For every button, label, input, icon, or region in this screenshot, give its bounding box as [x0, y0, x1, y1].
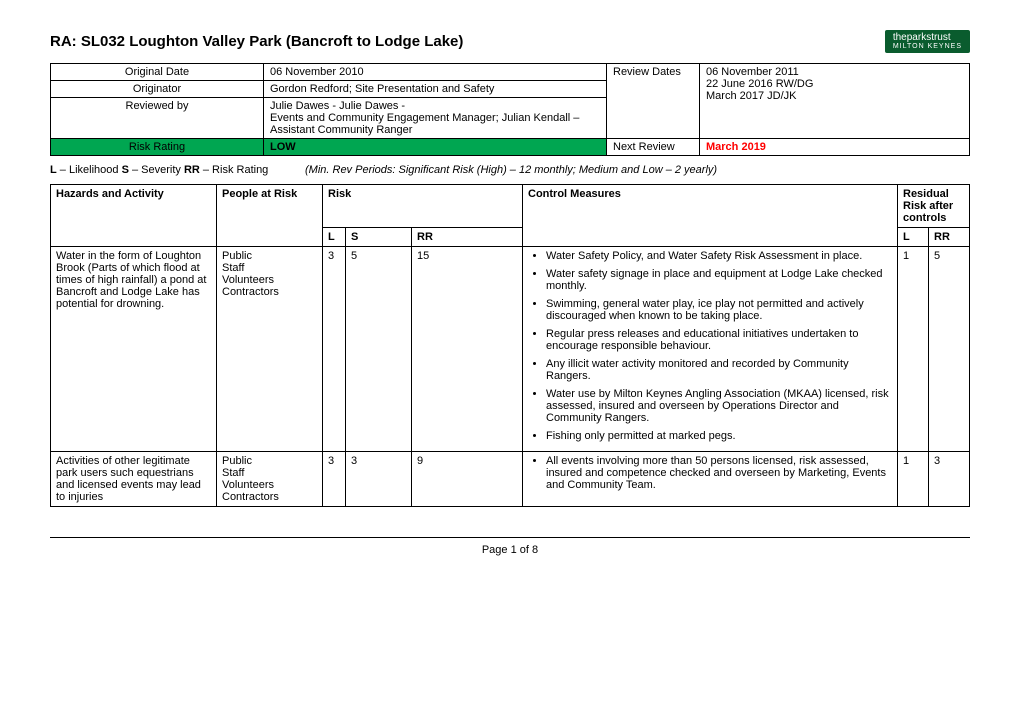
table-row: Water in the form of Loughton Brook (Par… — [51, 246, 970, 451]
cell-hazard: Activities of other legitimate park user… — [51, 451, 217, 506]
control-item: Regular press releases and educational i… — [546, 328, 892, 352]
control-item: Water use by Milton Keynes Angling Assoc… — [546, 388, 892, 424]
people-item: Public — [222, 250, 317, 262]
footer-divider — [50, 537, 970, 538]
meta-value: 06 November 2010 — [264, 63, 607, 80]
review-dates-label: Review Dates — [607, 63, 700, 138]
meta-value: Gordon Redford; Site Presentation and Sa… — [264, 80, 607, 97]
hazards-table: Hazards and Activity People at Risk Risk… — [50, 184, 970, 507]
cell-rRR: 3 — [929, 451, 970, 506]
cell-S: 3 — [346, 451, 412, 506]
th-rL: L — [898, 227, 929, 246]
people-item: Volunteers — [222, 274, 317, 286]
th-risk: Risk — [323, 184, 523, 227]
legend-text: – Severity — [129, 164, 184, 176]
th-people: People at Risk — [217, 184, 323, 246]
people-item: Staff — [222, 262, 317, 274]
control-item: Swimming, general water play, ice play n… — [546, 298, 892, 322]
th-control: Control Measures — [523, 184, 898, 246]
cell-RR: 15 — [412, 246, 523, 451]
people-item: Contractors — [222, 286, 317, 298]
cell-rL: 1 — [898, 246, 929, 451]
page-title: RA: SL032 Loughton Valley Park (Bancroft… — [50, 33, 463, 50]
control-item: Fishing only permitted at marked pegs. — [546, 430, 892, 442]
meta-label: Original Date — [51, 63, 264, 80]
logo-main: theparkstrust — [893, 32, 962, 43]
page-number: Page 1 of 8 — [50, 544, 970, 556]
people-item: Volunteers — [222, 479, 317, 491]
control-item: Water safety signage in place and equipm… — [546, 268, 892, 292]
cell-people: PublicStaffVolunteersContractors — [217, 246, 323, 451]
cell-rL: 1 — [898, 451, 929, 506]
cell-RR: 9 — [412, 451, 523, 506]
th-RR: RR — [412, 227, 523, 246]
legend-periods: (Min. Rev Periods: Significant Risk (Hig… — [305, 164, 717, 176]
meta-label: Reviewed by — [51, 97, 264, 138]
cell-S: 5 — [346, 246, 412, 451]
page-of: of — [517, 544, 532, 556]
th-rRR: RR — [929, 227, 970, 246]
cell-controls: Water Safety Policy, and Water Safety Ri… — [523, 246, 898, 451]
legend-row: L – Likelihood S – Severity RR – Risk Ra… — [50, 164, 970, 176]
th-hazard: Hazards and Activity — [51, 184, 217, 246]
th-S: S — [346, 227, 412, 246]
risk-rating-value: LOW — [264, 138, 607, 155]
legend-s: S — [122, 164, 129, 176]
cell-controls: All events involving more than 50 person… — [523, 451, 898, 506]
legend-text: – Likelihood — [57, 164, 122, 176]
control-item: All events involving more than 50 person… — [546, 455, 892, 491]
meta-label: Originator — [51, 80, 264, 97]
risk-rating-label: Risk Rating — [51, 138, 264, 155]
cell-rRR: 5 — [929, 246, 970, 451]
logo: theparkstrust MILTON KEYNES — [885, 30, 970, 53]
meta-value: Julie Dawes - Julie Dawes - Events and C… — [264, 97, 607, 138]
th-residual: Residual Risk after controls — [898, 184, 970, 227]
logo-sub: MILTON KEYNES — [893, 43, 962, 51]
control-item: Any illicit water activity monitored and… — [546, 358, 892, 382]
th-L: L — [323, 227, 346, 246]
cell-L: 3 — [323, 246, 346, 451]
table-row: Activities of other legitimate park user… — [51, 451, 970, 506]
review-dates-value: 06 November 2011 22 June 2016 RW/DG Marc… — [700, 63, 970, 138]
cell-hazard: Water in the form of Loughton Brook (Par… — [51, 246, 217, 451]
page-total: 8 — [532, 544, 538, 556]
meta-table: Original Date 06 November 2010 Review Da… — [50, 63, 970, 156]
control-item: Water Safety Policy, and Water Safety Ri… — [546, 250, 892, 262]
people-item: Public — [222, 455, 317, 467]
cell-L: 3 — [323, 451, 346, 506]
next-review-value: March 2019 — [700, 138, 970, 155]
legend-l: L — [50, 164, 57, 176]
next-review-label: Next Review — [607, 138, 700, 155]
page-label: Page — [482, 544, 511, 556]
legend-text: – Risk Rating — [200, 164, 268, 176]
people-item: Contractors — [222, 491, 317, 503]
legend-rr: RR — [184, 164, 200, 176]
cell-people: PublicStaffVolunteersContractors — [217, 451, 323, 506]
people-item: Staff — [222, 467, 317, 479]
